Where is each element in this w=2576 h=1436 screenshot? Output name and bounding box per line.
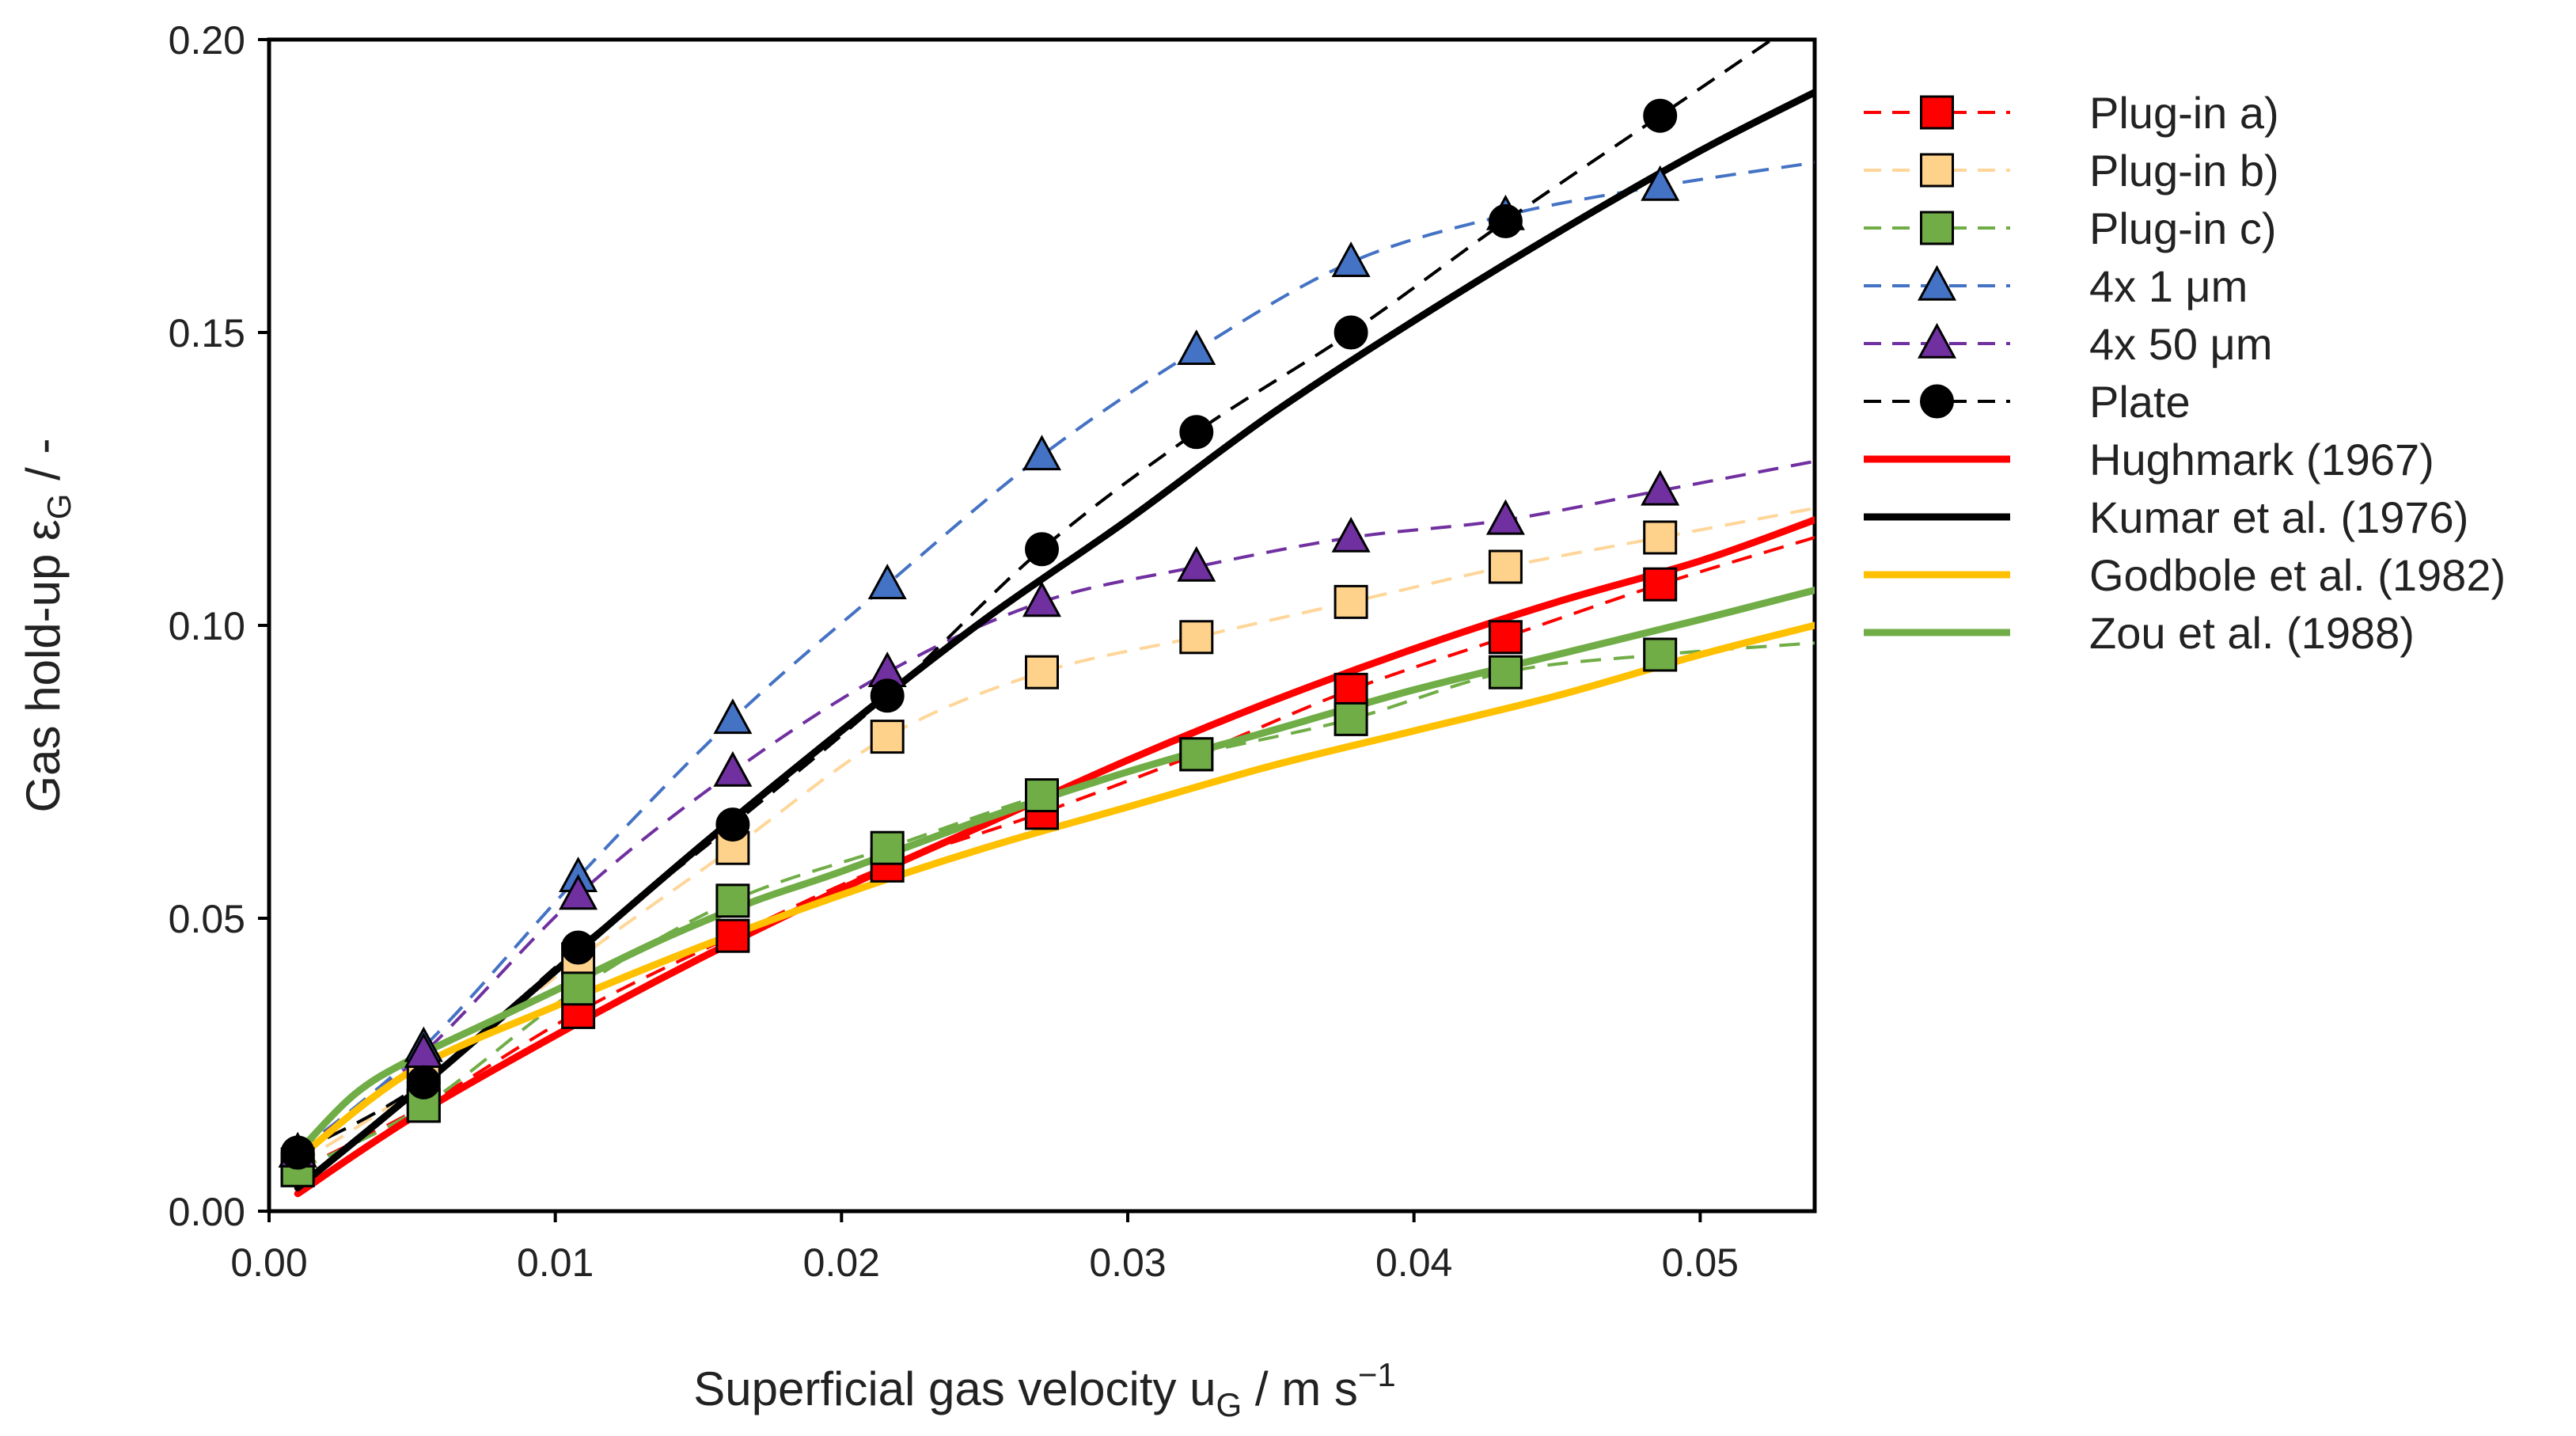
data-point-4x-1-m: [1331, 241, 1371, 277]
series-line-zou-et-al-1988: [294, 587, 1815, 1157]
data-point-4x-50-m: [559, 874, 598, 910]
legend-item-hughmark-1967: Hughmark (1967): [1864, 435, 2434, 484]
legend-marker: [1920, 95, 1954, 130]
legend-label: Hughmark (1967): [2089, 435, 2434, 484]
data-point-plug-in-a: [1643, 567, 1678, 602]
legend-marker: [1917, 322, 1957, 359]
x-tick-label: 0.03: [1089, 1240, 1166, 1285]
x-tick-label: 0.01: [517, 1240, 594, 1285]
data-point-plug-in-c: [1643, 637, 1678, 672]
legend-marker: [1920, 153, 1954, 188]
data-point-plug-in-c: [1334, 701, 1368, 736]
data-point-plug-in-b: [1334, 584, 1368, 619]
legend-label: Plug-in a): [2089, 88, 2279, 138]
legend-item-plug-in-a: Plug-in a): [1864, 88, 2279, 138]
data-point-4x-50-m: [1177, 545, 1216, 582]
data-point-plug-in-c: [561, 971, 596, 1006]
legend-marker: [1920, 384, 1954, 419]
data-point-plug-in-c: [870, 830, 905, 865]
data-point-plug-in-c: [1025, 778, 1059, 813]
legend-item-kumar-et-al-1976: Kumar et al. (1976): [1864, 492, 2468, 542]
y-tick-label: 0.00: [169, 1190, 245, 1234]
legend-item-plug-in-c: Plug-in c): [1864, 203, 2277, 253]
data-point-plug-in-b: [1643, 520, 1678, 555]
data-point-plug-in-b: [1025, 655, 1059, 690]
data-point-plate: [1488, 203, 1523, 238]
series-line-hughmark-1967: [294, 516, 1815, 1198]
legend-label: Plug-in b): [2089, 146, 2279, 196]
y-tick-label: 0.05: [169, 897, 245, 941]
series-line-kumar-et-al-1976: [294, 89, 1815, 1191]
y-tick-label: 0.10: [169, 604, 245, 648]
data-point-plug-in-c: [715, 883, 750, 918]
data-point-plug-in-c: [1179, 737, 1214, 772]
legend-item-plug-in-b: Plug-in b): [1864, 146, 2279, 196]
legend-marker: [1920, 211, 1954, 245]
legend-label: Kumar et al. (1976): [2089, 492, 2468, 542]
x-axis-label: Superficial gas velocity uG / m s−1: [693, 1356, 1396, 1423]
data-point-plate: [1643, 98, 1678, 133]
data-point-4x-1-m: [867, 564, 907, 599]
legend-label: Plug-in c): [2089, 203, 2277, 253]
data-point-plate: [561, 930, 596, 965]
axes: 0.00 0.01 0.02 0.03 0.04 0.05 0.00 0.05 0.10 0.15…: [169, 18, 1817, 1285]
data-point-4x-1-m: [1022, 435, 1062, 471]
data-point-plug-in-a: [1334, 672, 1368, 707]
legend-item-zou-et-al-1988: Zou et al. (1988): [1864, 608, 2415, 658]
data-point-plug-in-c: [1488, 655, 1523, 690]
data-point-plate: [1179, 415, 1214, 450]
data-point-plate: [870, 678, 905, 713]
legend-label: 4x 1 μm: [2089, 261, 2248, 311]
data-point-4x-50-m: [1485, 499, 1525, 535]
data-point-4x-1-m: [713, 698, 753, 735]
data-point-plug-in-a: [1488, 620, 1523, 655]
legend-label: 4x 50 μm: [2089, 319, 2272, 369]
data-point-plug-in-b: [1179, 620, 1214, 655]
x-tick-label: 0.00: [230, 1240, 307, 1285]
y-axis-label: Gas hold-up εG / -: [17, 439, 78, 813]
data-point-plate: [406, 1065, 441, 1100]
series-line-4x-50-m: [296, 459, 1815, 1154]
data-point-4x-50-m: [1022, 581, 1062, 617]
data-point-plate: [280, 1135, 315, 1170]
y-tick-label: 0.15: [169, 311, 245, 355]
legend-item-4x-50-m: 4x 50 μm: [1864, 319, 2272, 369]
x-tick-label: 0.05: [1662, 1240, 1739, 1285]
series-line-godbole-et-al-1982: [294, 621, 1815, 1162]
legend-item-4x-1-m: 4x 1 μm: [1864, 261, 2248, 311]
series-layer: [278, 40, 1815, 1198]
legend-marker: [1917, 264, 1957, 301]
x-tick-label: 0.04: [1375, 1240, 1452, 1285]
data-point-plug-in-a: [715, 918, 750, 953]
series-line-plug-in-b: [297, 507, 1815, 1166]
data-point-4x-50-m: [1331, 516, 1371, 553]
data-point-4x-1-m: [1177, 329, 1216, 365]
series-line-plug-in-a: [297, 536, 1815, 1172]
series-line-plate: [297, 40, 1773, 1154]
legend: Plug-in a) Plug-in b) Plug-in c) 4x 1 μm 4x …: [1864, 88, 2506, 658]
data-point-4x-50-m: [713, 750, 753, 787]
data-point-4x-50-m: [1641, 469, 1680, 506]
x-tick-label: 0.02: [803, 1240, 880, 1285]
legend-item-godbole-et-al-1982: Godbole et al. (1982): [1864, 550, 2506, 600]
data-point-4x-1-m: [1641, 165, 1680, 201]
data-point-plate: [1334, 315, 1368, 350]
data-point-plate: [1025, 532, 1059, 567]
legend-label: Plate: [2089, 377, 2191, 427]
legend-label: Zou et al. (1988): [2089, 608, 2415, 658]
series-line-plug-in-c: [297, 641, 1815, 1172]
legend-item-plate: Plate: [1864, 377, 2191, 427]
series-line-4x-1-m: [296, 161, 1815, 1154]
data-point-plate: [715, 807, 750, 842]
y-tick-label: 0.20: [169, 18, 245, 63]
data-point-plug-in-b: [870, 720, 905, 754]
data-point-plug-in-b: [1488, 549, 1523, 584]
legend-label: Godbole et al. (1982): [2089, 550, 2506, 600]
